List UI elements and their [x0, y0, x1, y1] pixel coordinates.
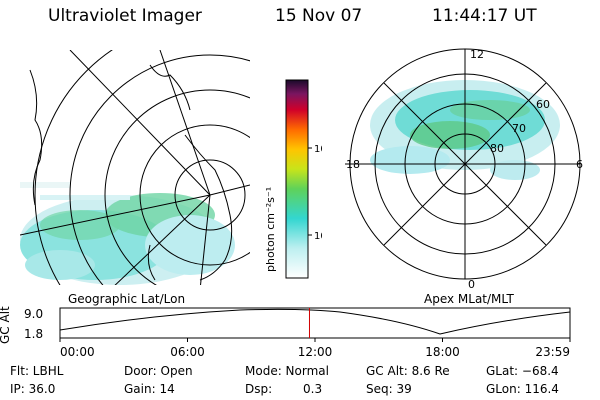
altitude-ymin: 1.8 — [24, 327, 43, 341]
colorbar: 100 10 photon cm⁻²s⁻¹ — [264, 79, 322, 279]
mlat-label-70: 70 — [512, 122, 526, 135]
polar-aurora-image — [370, 80, 560, 180]
geo-panel-label: Geographic Lat/Lon — [68, 292, 186, 306]
geo-aurora-image — [20, 182, 235, 285]
geographic-map — [20, 50, 250, 285]
time-label: 11:44:17 UT — [432, 6, 537, 26]
altitude-plot: GC Alt 9.0 1.8 00:00 06:00 12:00 18:00 23:59 — [0, 306, 571, 359]
altitude-ymax: 9.0 — [24, 307, 43, 321]
time-tick-label: 06:00 — [170, 345, 205, 359]
mlt-label-18: 18 — [346, 158, 360, 171]
mlt-label-0: 0 — [468, 278, 475, 290]
gain-label: Gain: 14 — [124, 382, 175, 396]
colorbar-tick-10: 10 — [314, 231, 322, 242]
time-tick-label: 00:00 — [60, 345, 95, 359]
instrument-title: Ultraviolet Imager — [48, 6, 202, 26]
door-label: Door: Open — [124, 364, 193, 378]
mode-label: Mode: Normal — [245, 364, 329, 378]
apex-panel-label: Apex MLat/MLT — [424, 292, 514, 306]
colorbar-tick-100: 100 — [314, 144, 322, 155]
mlt-label-6: 6 — [576, 158, 583, 171]
glon-label: GLon: 116.4 — [486, 382, 559, 396]
time-tick-label: 18:00 — [425, 345, 460, 359]
date-label: 15 Nov 07 — [275, 6, 363, 26]
glat-label: GLat: −68.4 — [486, 364, 559, 378]
altitude-ylabel: GC Alt — [0, 306, 12, 344]
dsp-label: Dsp: — [245, 382, 273, 396]
mlat-label-80: 80 — [490, 142, 504, 155]
time-tick-label: 12:00 — [298, 345, 333, 359]
ip-label: IP: 36.0 — [10, 382, 56, 396]
mlat-label-60: 60 — [536, 98, 550, 111]
polar-map: 12 18 6 0 60 70 80 — [345, 48, 583, 290]
altitude-curve — [59, 308, 571, 335]
time-tick-label: 23:59 — [535, 345, 570, 359]
seq-label: Seq: 39 — [366, 382, 412, 396]
colorbar-unit-label: photon cm⁻²s⁻¹ — [264, 187, 277, 272]
gc-alt-label: GC Alt: 8.6 Re — [366, 364, 450, 378]
dsp-value: 0.3 — [303, 382, 323, 396]
filter-label: Flt: LBHL — [10, 364, 64, 378]
mlt-label-12: 12 — [470, 48, 484, 61]
